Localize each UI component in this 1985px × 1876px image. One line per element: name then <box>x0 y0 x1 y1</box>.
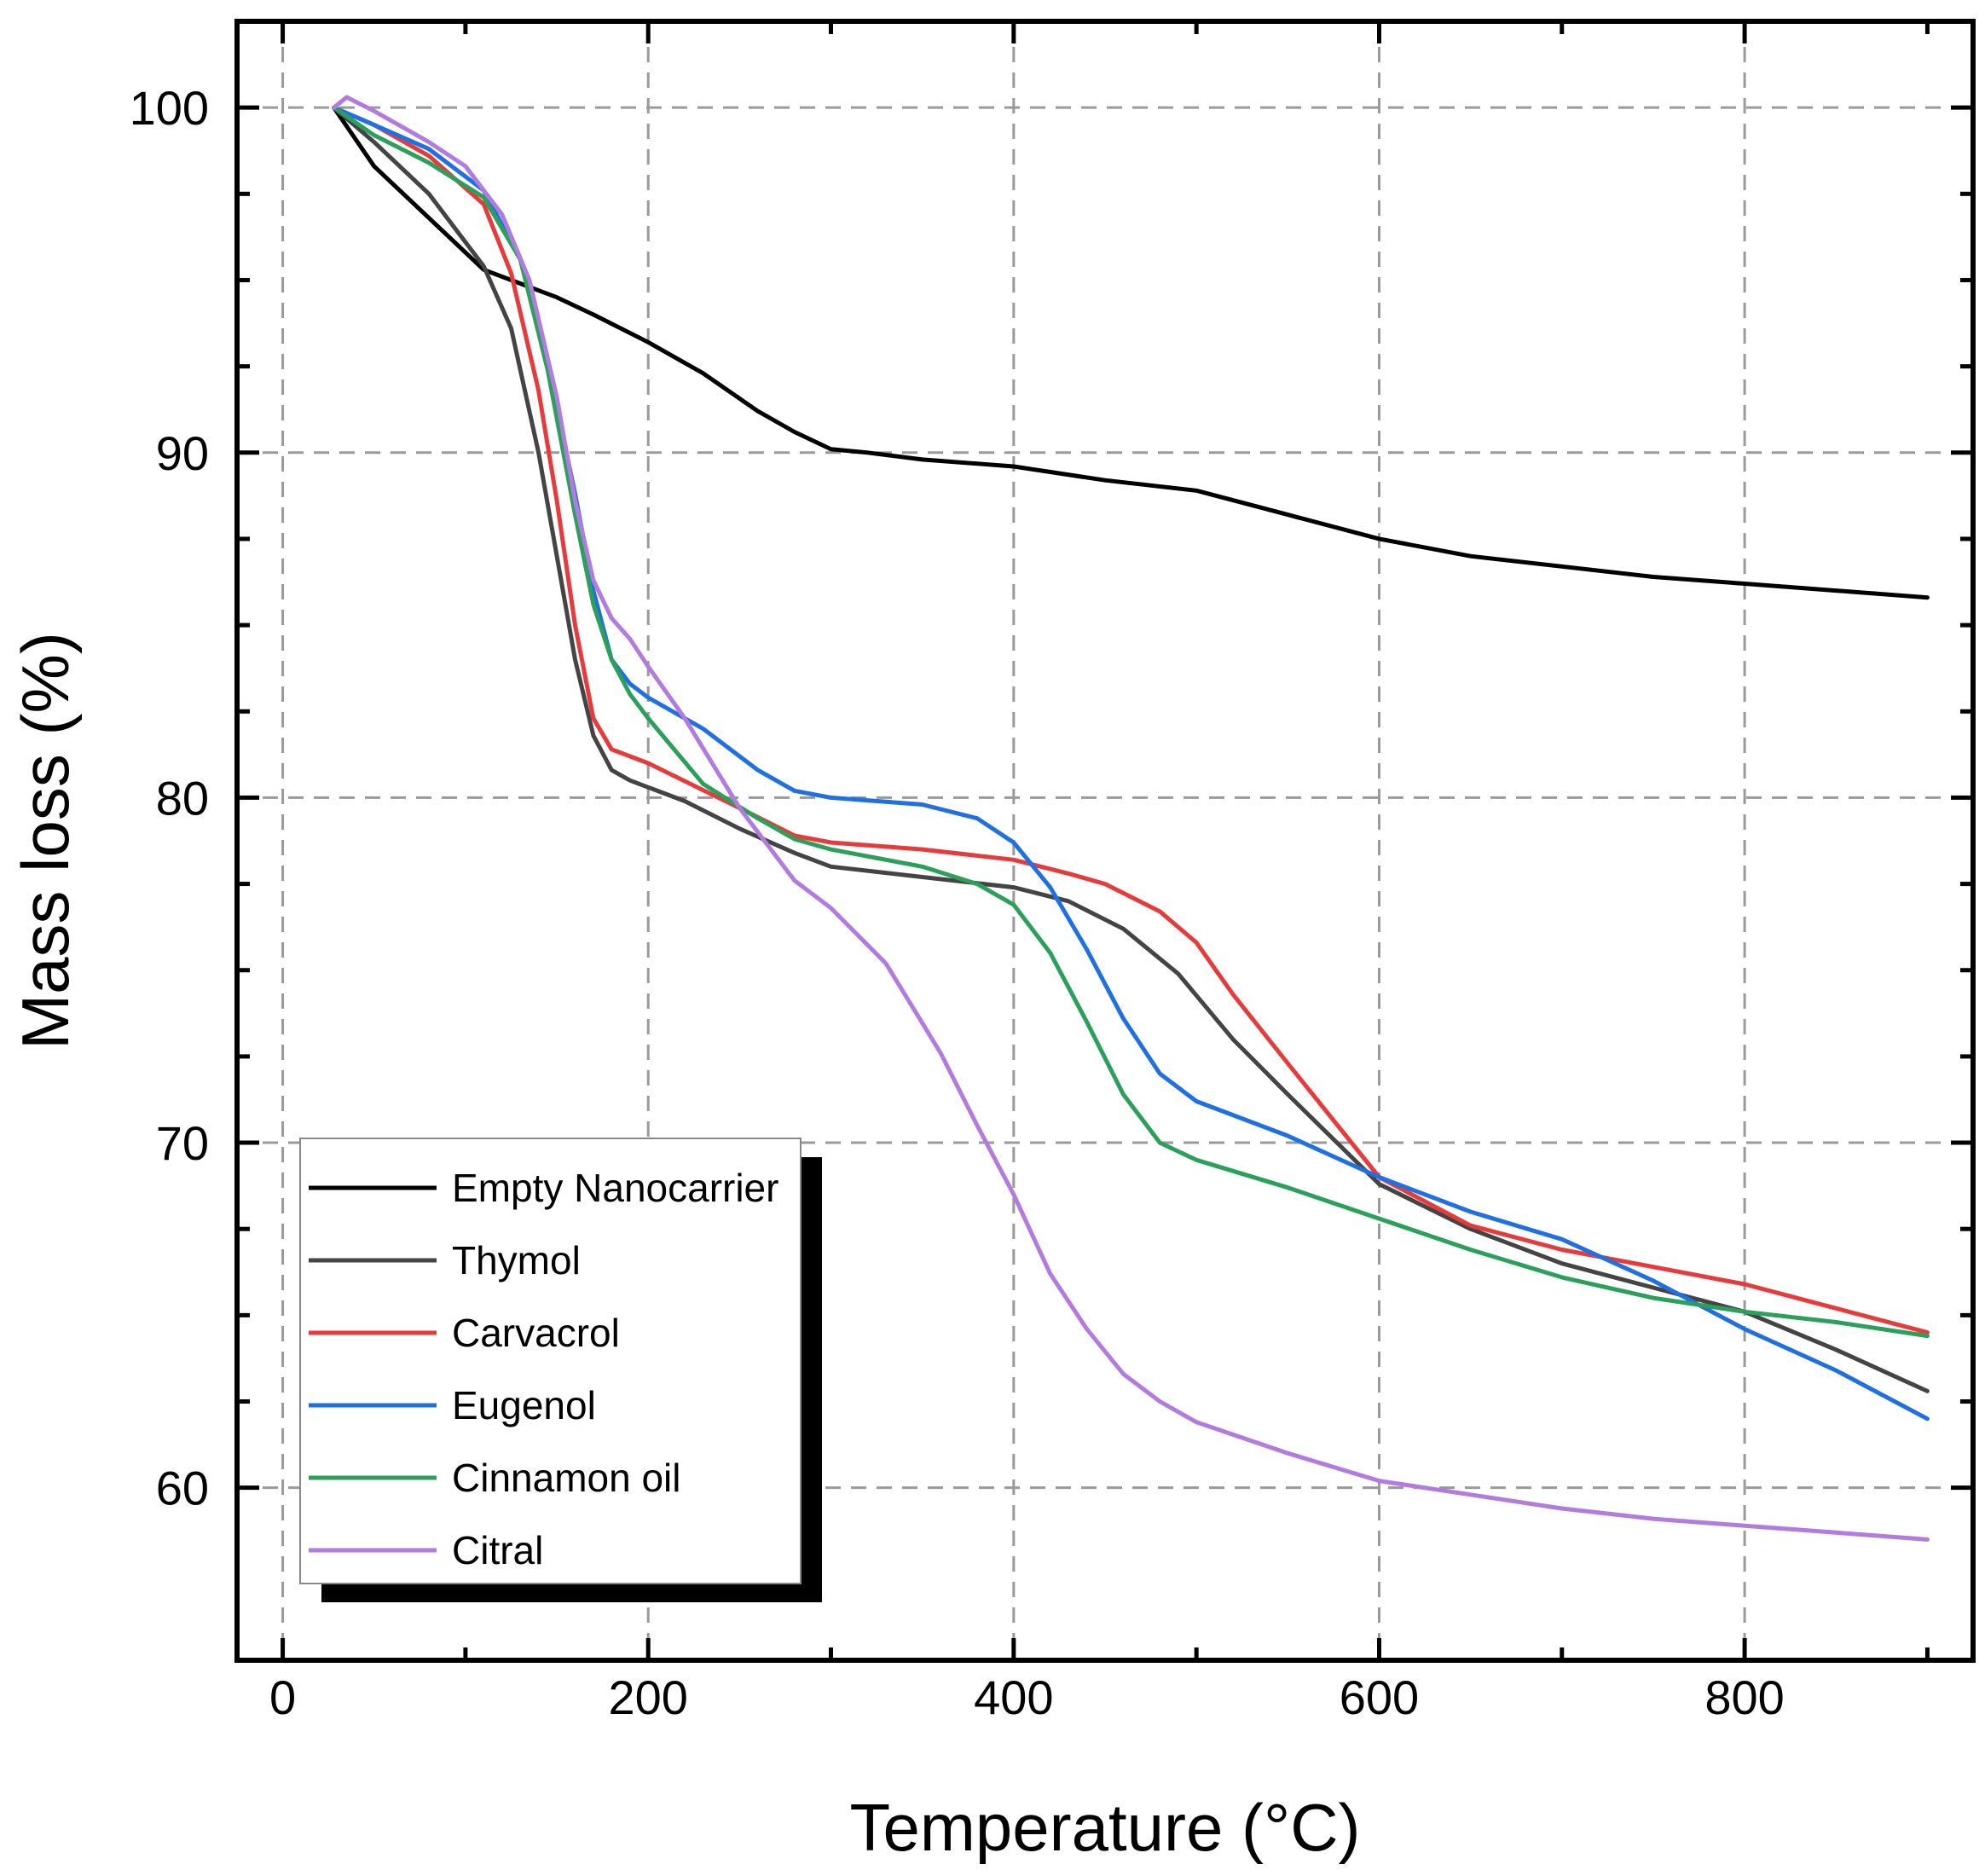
x-tick-label: 400 <box>974 1670 1053 1724</box>
x-tick-label: 200 <box>608 1670 687 1724</box>
series-line-citral <box>332 95 1930 1542</box>
y-tick-label: 70 <box>156 1116 209 1170</box>
y-tick-label: 80 <box>156 771 209 825</box>
x-tick-label: 600 <box>1340 1670 1419 1724</box>
x-tick-label: 0 <box>269 1670 296 1724</box>
legend-label-empty-nanocarrier: Empty Nanocarrier <box>452 1166 778 1210</box>
legend-label-carvacrol: Carvacrol <box>452 1311 620 1355</box>
y-tick-label: 100 <box>130 81 209 135</box>
x-axis-title: Temperature (°C) <box>849 1790 1360 1865</box>
series-line-thymol <box>332 105 1930 1393</box>
legend-label-eugenol: Eugenol <box>452 1383 596 1427</box>
y-axis-title: Mass loss (%) <box>8 632 83 1050</box>
x-tick-label: 800 <box>1704 1670 1784 1724</box>
legend-label-citral: Citral <box>452 1528 543 1572</box>
legend: Empty Nanocarrier Thymol Carvacrol Eugenol C… <box>299 1138 822 1602</box>
plot-frame <box>234 19 1976 1663</box>
axis-ticks: 0 200 400 600 800 60 70 80 90 100 <box>130 21 1973 1724</box>
legend-box <box>299 1138 802 1584</box>
series-line-empty-nanocarrier <box>332 105 1930 600</box>
series-line-carvacrol <box>332 105 1930 1335</box>
legend-label-cinnamon-oil: Cinnamon oil <box>452 1456 680 1500</box>
y-tick-label: 60 <box>156 1462 209 1515</box>
plot-area <box>332 95 1930 1542</box>
y-tick-label: 90 <box>156 426 209 480</box>
series-line-cinnamon-oil <box>332 105 1930 1339</box>
legend-label-thymol: Thymol <box>452 1238 581 1283</box>
